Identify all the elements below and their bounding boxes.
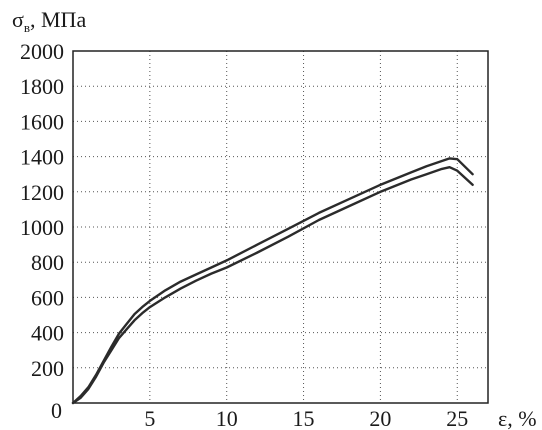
x-tick-label: 20 <box>369 406 391 430</box>
y-axis-title: σв, МПа <box>12 7 86 35</box>
series-line-2 <box>71 166 474 405</box>
y-axis-title-symbol: σ <box>12 7 24 32</box>
x-tick-label: 5 <box>144 406 155 430</box>
y-axis-title-unit: , МПа <box>30 7 86 32</box>
y-tick-label: 1800 <box>20 74 64 99</box>
x-tick-label: 15 <box>293 406 315 430</box>
y-tick-label: 400 <box>31 321 64 346</box>
x-tick-label: 10 <box>216 406 238 430</box>
y-tick-label: 1200 <box>20 180 64 205</box>
plot-frame <box>72 50 489 404</box>
y-axis-title-subscript: в <box>24 20 30 35</box>
origin-tick-label: 0 <box>51 398 62 423</box>
y-tick-label: 1600 <box>20 109 64 134</box>
grid <box>73 51 488 403</box>
y-tick-label: 2000 <box>20 39 64 64</box>
series-line-1 <box>71 157 474 405</box>
y-tick-label: 800 <box>31 250 64 275</box>
y-tick-label: 200 <box>31 356 64 381</box>
y-tick-label: 600 <box>31 285 64 310</box>
series-layer <box>71 157 474 405</box>
y-tick-label: 1400 <box>20 145 64 170</box>
x-axis-title: ε, % <box>498 406 537 430</box>
x-tick-label: 25 <box>446 406 468 430</box>
y-tick-label: 1000 <box>20 215 64 240</box>
tick-labels: 5 10 15 20 25 200 400 600 800 1000 1200 1400 1600 180… <box>20 39 468 430</box>
